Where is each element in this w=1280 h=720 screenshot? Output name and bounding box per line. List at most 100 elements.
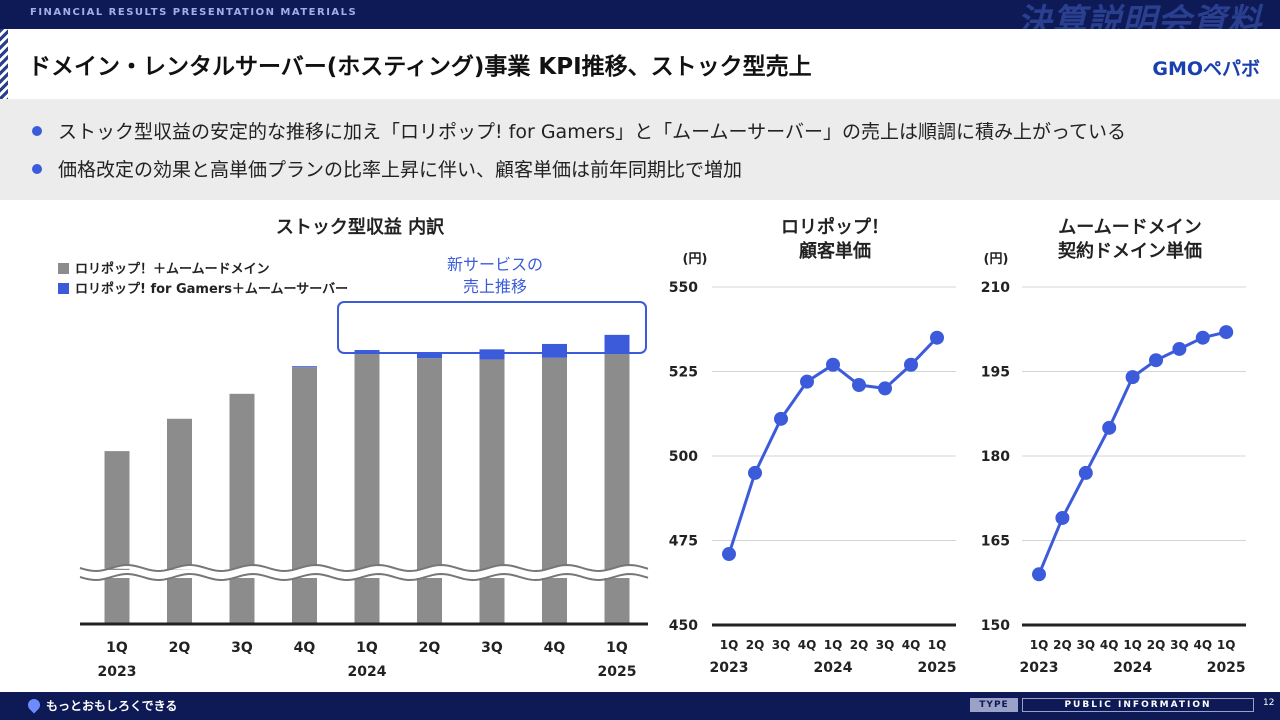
axis-break-gap bbox=[80, 570, 648, 578]
x-tick-label: 1Q bbox=[824, 638, 843, 652]
x-tick-label: 4Q bbox=[544, 640, 566, 656]
data-point bbox=[878, 381, 892, 396]
x-tick-label: 2Q bbox=[850, 638, 869, 652]
title-line: 契約ドメイン単価 bbox=[1058, 241, 1202, 262]
x-tick-label: 4Q bbox=[294, 640, 316, 656]
year-label: 2025 bbox=[1207, 660, 1246, 676]
company-logo: GMOペパボ bbox=[1152, 58, 1260, 80]
legend-label: ロリポップ! for Gamers＋ムームーサーバー bbox=[75, 282, 349, 297]
year-label: 2024 bbox=[814, 660, 853, 676]
page-number: 12 bbox=[1263, 698, 1275, 708]
type-label: TYPE bbox=[970, 698, 1018, 712]
banner-caption: FINANCIAL RESULTS PRESENTATION MATERIALS bbox=[30, 7, 358, 18]
y-tick-label: 500 bbox=[669, 449, 698, 465]
bullet-dot-icon bbox=[32, 125, 42, 136]
x-tick-label: 2Q bbox=[1053, 638, 1072, 652]
bar-gray bbox=[542, 357, 567, 624]
title-line: 顧客単価 bbox=[799, 241, 871, 262]
data-point bbox=[1032, 567, 1046, 582]
series-line bbox=[1037, 330, 1227, 575]
y-tick-label: 150 bbox=[981, 618, 1010, 634]
y-tick-label: 475 bbox=[669, 534, 698, 550]
bar-gray bbox=[354, 353, 380, 624]
x-tick-label: 2Q bbox=[746, 638, 765, 652]
line-chart-2-title: ムームードメイン 契約ドメイン単価 bbox=[1030, 216, 1230, 264]
year-label: 2023 bbox=[98, 664, 137, 680]
y-tick-label: 210 bbox=[981, 280, 1010, 296]
x-tick-label: 1Q bbox=[1030, 638, 1049, 652]
x-tick-label: 1Q bbox=[720, 638, 739, 652]
bar-gray bbox=[292, 367, 317, 624]
data-point bbox=[852, 378, 866, 393]
footer-tagline: もっとおもしろくできる bbox=[46, 699, 178, 713]
y-tick-label: 450 bbox=[669, 618, 698, 634]
x-tick-label: 4Q bbox=[1100, 638, 1119, 652]
callout-line: 新サービスの bbox=[446, 255, 543, 274]
legend-item: ロリポップ! for Gamers＋ムームーサーバー bbox=[58, 278, 348, 297]
year-label: 2024 bbox=[348, 664, 387, 680]
public-info-label: PUBLIC INFORMATION bbox=[1022, 698, 1254, 712]
y-tick-label: 165 bbox=[981, 534, 1010, 550]
legend-swatch-blue bbox=[58, 283, 69, 294]
data-point bbox=[826, 357, 840, 372]
data-point bbox=[800, 374, 814, 389]
x-tick-label: 1Q bbox=[1123, 638, 1142, 652]
line-chart-1-title: ロリポップ！ 顧客単価 bbox=[730, 216, 940, 264]
x-tick-label: 4Q bbox=[1194, 638, 1213, 652]
unit-label: (円) bbox=[984, 252, 1009, 267]
bullet-dot-icon bbox=[32, 163, 42, 174]
x-tick-label: 3Q bbox=[772, 638, 791, 652]
x-tick-label: 1Q bbox=[106, 640, 128, 656]
x-tick-label: 3Q bbox=[1170, 638, 1189, 652]
callout-line: 売上推移 bbox=[462, 277, 527, 296]
bar-gray bbox=[229, 393, 255, 624]
data-point bbox=[1149, 353, 1163, 368]
x-tick-label: 3Q bbox=[231, 640, 253, 656]
bullet-text: 価格改定の効果と高単価プランの比率上昇に伴い、顧客単価は前年同期比で増加 bbox=[58, 159, 743, 181]
data-point bbox=[722, 547, 736, 562]
bullet-item: ストック型収益の安定的な推移に加え「ロリポップ! for Gamers」と「ムー… bbox=[32, 117, 1126, 144]
callout-box bbox=[337, 301, 647, 354]
bar-blue bbox=[604, 334, 630, 353]
y-tick-label: 180 bbox=[981, 449, 1010, 465]
summary-bullets: ストック型収益の安定的な推移に加え「ロリポップ! for Gamers」と「ムー… bbox=[0, 99, 1280, 200]
x-tick-label: 4Q bbox=[798, 638, 817, 652]
bar-blue bbox=[292, 366, 317, 368]
bar-gray bbox=[104, 451, 130, 624]
data-point bbox=[1078, 465, 1093, 480]
data-point bbox=[748, 465, 762, 480]
axis-break-line bbox=[79, 572, 649, 582]
bar-blue bbox=[479, 349, 505, 360]
title-bar: ドメイン・レンタルサーバー(ホスティング)事業 KPI推移、ストック型売上 bbox=[0, 29, 1280, 99]
year-label: 2024 bbox=[1113, 660, 1152, 676]
title-stripe-decoration bbox=[0, 29, 8, 99]
data-point bbox=[774, 411, 788, 426]
data-point bbox=[904, 357, 918, 372]
year-label: 2025 bbox=[598, 664, 637, 680]
x-tick-label: 2Q bbox=[169, 640, 191, 656]
year-label: 2025 bbox=[918, 660, 957, 676]
data-point bbox=[930, 330, 944, 345]
x-tick-label: 3Q bbox=[481, 640, 503, 656]
bar-chart-title: ストック型収益 内訳 bbox=[275, 217, 445, 238]
x-tick-label: 1Q bbox=[928, 638, 947, 652]
y-tick-label: 525 bbox=[669, 365, 698, 381]
x-tick-label: 1Q bbox=[606, 640, 628, 656]
bar-gray bbox=[604, 352, 630, 624]
page-title: ドメイン・レンタルサーバー(ホスティング)事業 KPI推移、ストック型売上 bbox=[28, 54, 812, 80]
bar-blue bbox=[354, 350, 380, 354]
legend-swatch-gray bbox=[58, 263, 69, 274]
x-tick-label: 4Q bbox=[902, 638, 921, 652]
year-label: 2023 bbox=[710, 660, 749, 676]
bar-gray bbox=[417, 358, 442, 624]
location-pin-icon bbox=[25, 696, 43, 714]
title-line: ムームードメイン bbox=[1058, 217, 1202, 238]
x-tick-label: 3Q bbox=[1077, 638, 1096, 652]
x-tick-label: 1Q bbox=[1217, 638, 1236, 652]
data-point bbox=[1102, 420, 1117, 435]
legend-label: ロリポップ！＋ムームードメイン bbox=[75, 262, 270, 277]
data-point bbox=[1055, 510, 1070, 525]
bar-blue bbox=[417, 352, 442, 359]
bar-blue bbox=[542, 343, 567, 358]
